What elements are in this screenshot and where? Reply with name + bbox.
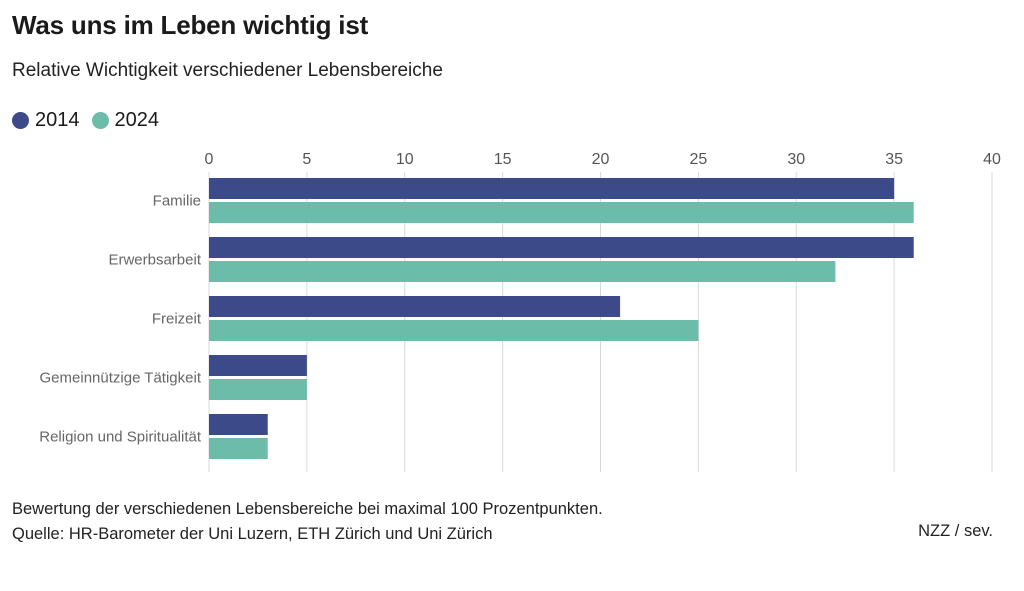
bar-2024 xyxy=(209,320,699,341)
x-tick-label: 30 xyxy=(787,151,805,168)
x-tick-label: 0 xyxy=(205,151,214,168)
legend-item-2014: 2014 xyxy=(12,109,80,132)
legend-item-2024: 2024 xyxy=(91,109,160,132)
bar-2014 xyxy=(209,237,914,258)
bar-2014 xyxy=(209,178,895,199)
category-label: Familie xyxy=(153,193,201,210)
bar-2024 xyxy=(209,438,268,459)
bar-2014 xyxy=(209,355,307,376)
x-tick-label: 5 xyxy=(302,151,311,168)
footer-source: Quelle: HR-Barometer der Uni Luzern, ETH… xyxy=(12,525,493,543)
chart-subtitle: Relative Wichtigkeit verschiedener Leben… xyxy=(12,60,443,81)
footer: Bewertung der verschiedenen Lebensbereic… xyxy=(12,497,603,547)
x-tick-label: 40 xyxy=(983,151,1001,168)
bar-2024 xyxy=(209,202,914,223)
footer-credit: NZZ / sev. xyxy=(918,522,993,540)
bar-2014 xyxy=(209,296,621,317)
footer-note: Bewertung der verschiedenen Lebensbereic… xyxy=(12,500,603,518)
bar-2024 xyxy=(209,379,307,400)
x-tick-label: 15 xyxy=(494,151,512,168)
x-tick-label: 25 xyxy=(689,151,707,168)
category-labels: Familie Erwerbsarbeit Freizeit Gemeinnützig… xyxy=(39,193,202,446)
legend-swatch-2014 xyxy=(12,112,29,129)
bar-2024 xyxy=(209,261,836,282)
x-tick-label: 20 xyxy=(592,151,610,168)
category-label: Erwerbsarbeit xyxy=(108,252,201,269)
x-tick-label: 10 xyxy=(396,151,414,168)
category-label: Gemeinnützige Tätigkeit xyxy=(40,370,202,387)
legend-label-2024: 2024 xyxy=(114,109,160,131)
category-label: Freizeit xyxy=(152,311,202,328)
bars xyxy=(209,178,914,459)
legend-label-2014: 2014 xyxy=(35,109,80,131)
legend: 2014 2024 xyxy=(12,109,171,132)
bar-2014 xyxy=(209,414,268,435)
legend-swatch-2024 xyxy=(91,112,109,129)
chart-title: Was uns im Leben wichtig ist xyxy=(12,10,369,40)
x-tick-labels: 0 5 10 15 20 25 30 35 40 xyxy=(205,151,1001,168)
x-tick-label: 35 xyxy=(885,151,903,168)
category-label: Religion und Spiritualität xyxy=(39,429,202,446)
